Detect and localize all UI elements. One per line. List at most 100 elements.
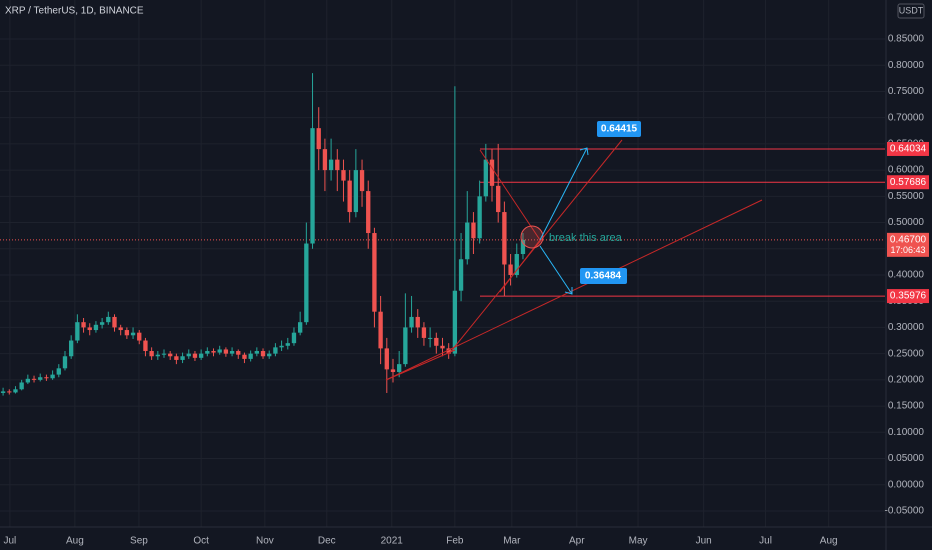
- candle-body: [198, 353, 204, 358]
- candle-body: [168, 353, 173, 357]
- candle-body: [390, 369, 396, 372]
- x-tick-label: Aug: [820, 536, 838, 547]
- y-tick-label: 0.30000: [888, 322, 925, 333]
- candle-body: [93, 324, 99, 331]
- candle-body: [353, 170, 359, 213]
- candle-body: [328, 159, 334, 171]
- candle-body: [143, 340, 148, 352]
- candle-body: [322, 149, 328, 171]
- y-tick-label: 0.05000: [888, 453, 925, 464]
- candle-body: [192, 353, 198, 358]
- candle-body: [130, 332, 136, 336]
- x-tick-label: Sep: [130, 536, 148, 547]
- level-label-box: [887, 175, 929, 190]
- y-tick-label: 0.15000: [888, 401, 925, 412]
- candle-body: [316, 128, 321, 150]
- candle-body: [359, 170, 365, 192]
- candle-body: [62, 356, 68, 369]
- candle-body: [335, 159, 340, 171]
- candle-body: [112, 316, 117, 328]
- y-tick-label: 0.40000: [888, 270, 925, 281]
- arrow-head: [564, 287, 573, 295]
- price-label-box: [887, 232, 929, 257]
- candle-body: [155, 354, 160, 357]
- candle-body: [69, 340, 74, 357]
- candle-body: [106, 316, 111, 323]
- target-down-box: [580, 268, 627, 284]
- candle-body: [137, 332, 142, 341]
- y-tick-label: 0.00000: [888, 479, 925, 490]
- candle-body: [465, 222, 470, 260]
- level-label: 0.35976: [890, 291, 927, 302]
- candle-body: [341, 170, 346, 181]
- y-tick-label: 0.75000: [888, 86, 925, 97]
- grid: [0, 0, 885, 527]
- candle-body: [31, 378, 37, 380]
- target-up: 0.64415: [601, 124, 638, 135]
- candle-body: [186, 353, 191, 357]
- arrow-down: [539, 245, 573, 295]
- candle-body: [124, 330, 130, 336]
- candle-body: [13, 389, 18, 393]
- y-tick-label: 0.60000: [888, 165, 925, 176]
- arrows: [539, 147, 589, 295]
- triangle-line: [499, 239, 541, 293]
- candle-body: [415, 316, 420, 328]
- candle-body: [267, 353, 272, 357]
- chart-title: XRP / TetherUS, 1D, BINANCE: [5, 6, 144, 17]
- candle-body: [409, 316, 414, 328]
- trend-line: [385, 199, 763, 381]
- y-tick-label: 0.80000: [888, 60, 925, 71]
- candle-body: [149, 351, 154, 357]
- x-tick-label: Jun: [696, 536, 712, 547]
- y-tick-label: -0.05000: [885, 506, 925, 517]
- candle-body: [427, 337, 433, 339]
- candle-body: [440, 345, 445, 349]
- candle-body: [205, 351, 210, 354]
- candle-body: [223, 349, 229, 354]
- candle-body: [7, 391, 12, 393]
- candle-body: [254, 351, 260, 354]
- x-tick-label: Apr: [569, 536, 585, 547]
- arrow-up: [539, 147, 588, 241]
- candle-body: [87, 327, 92, 331]
- x-tick-label: Oct: [193, 536, 209, 547]
- level-label: 0.64034: [890, 144, 927, 155]
- candle-body: [514, 254, 519, 275]
- currency-box: [897, 3, 925, 19]
- candle-body: [260, 351, 266, 357]
- candle-body: [99, 322, 105, 325]
- candle-body: [483, 159, 488, 197]
- target-up-box: [597, 121, 641, 137]
- level-label-box: [887, 141, 929, 156]
- candle-body: [446, 348, 451, 354]
- price-label: 0.46700: [890, 234, 927, 245]
- candle-body: [458, 259, 464, 291]
- candle-body: [520, 239, 526, 255]
- candle-body: [304, 243, 309, 323]
- candle-body: [242, 354, 247, 359]
- note: break this area: [549, 232, 623, 244]
- x-tick-label: Dec: [318, 536, 336, 547]
- candle-body: [236, 351, 241, 355]
- break-circle: [520, 225, 544, 249]
- x-tick-label: May: [629, 536, 648, 547]
- level-label-box: [887, 289, 929, 304]
- axes: 0.850000.800000.750000.700000.650000.600…: [4, 34, 929, 547]
- candle-body: [403, 327, 408, 365]
- candle-body: [81, 322, 86, 328]
- candle-body: [434, 337, 439, 346]
- y-tick-label: 0.10000: [888, 427, 925, 438]
- arrow-head: [579, 147, 589, 156]
- candle-body: [310, 128, 315, 244]
- candle-body: [508, 264, 513, 275]
- x-tick-label: Mar: [503, 536, 521, 547]
- candle-body: [496, 185, 501, 213]
- y-tick-label: 0.25000: [888, 348, 925, 359]
- candle-body: [452, 290, 458, 354]
- candle-body: [372, 233, 377, 312]
- candle-body: [38, 377, 43, 380]
- x-tick-label: Jul: [4, 536, 17, 547]
